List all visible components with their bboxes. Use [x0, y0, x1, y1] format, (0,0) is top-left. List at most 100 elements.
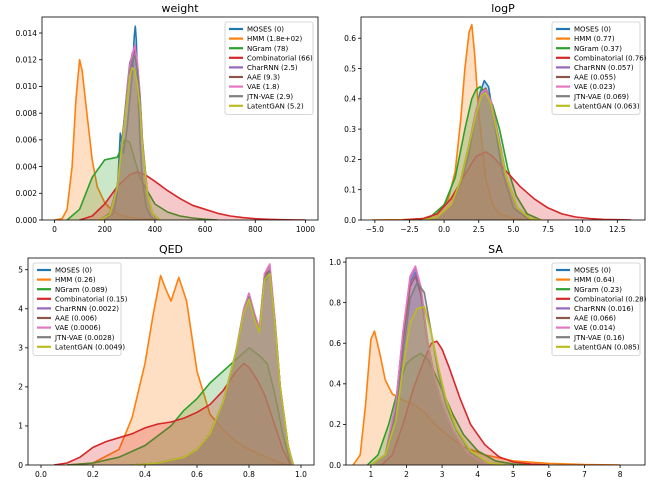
y-tick-label: 1 [18, 422, 23, 431]
area-AAE [423, 88, 542, 220]
x-tick-label: 1 [369, 470, 374, 479]
legend-entry: JTN-VAE (2.9) [246, 93, 293, 101]
x-tick-label: 0.0 [438, 225, 450, 234]
plot-area [372, 23, 632, 220]
y-tick-label: 0.4 [329, 380, 341, 389]
legend-entry: JTN-VAE (0.0028) [54, 334, 115, 342]
legend-entry: JTN-VAE (0.069) [573, 93, 629, 101]
y-tick-label: 2 [18, 383, 23, 392]
area-CharRNN [370, 268, 503, 465]
x-tick-label: 200 [98, 225, 113, 234]
legend-entry: CharRNN (0.0022) [55, 305, 119, 313]
legend-box [32, 262, 122, 356]
y-tick-label: 0.1 [344, 186, 356, 195]
y-tick-label: 0.0 [329, 461, 341, 470]
x-tick-label: 0.0 [35, 470, 47, 479]
legend-entry: MOSES (0) [247, 26, 284, 34]
y-tick-label: 0.6 [344, 34, 356, 43]
legend-entry: AAE (0.066) [574, 315, 616, 323]
line-NGram [66, 139, 218, 220]
x-tick-label: 8 [618, 470, 623, 479]
x-tick-label: 0.8 [243, 470, 255, 479]
area-CharRNN [99, 46, 160, 220]
area-CharRNN [423, 89, 542, 220]
area-VAE [423, 89, 542, 220]
y-tick-label: 0.004 [16, 162, 38, 171]
legend-entry: NGram (0.23) [574, 286, 622, 294]
plot-area [352, 265, 621, 465]
line-HMM [352, 330, 621, 465]
line-NGram [66, 346, 292, 465]
legend-box [224, 21, 314, 115]
area-LatentGAN [99, 67, 160, 220]
axes-frame [360, 16, 646, 221]
legend-entry: LatentGAN (0.063) [574, 102, 640, 110]
y-tick-label: 0.008 [16, 109, 38, 118]
legend-entry: LatentGAN (5.2) [247, 102, 304, 110]
x-tick-label: 0.6 [191, 470, 203, 479]
legend-entry: AAE (9.3) [247, 74, 280, 82]
area-MOSES [370, 272, 503, 465]
x-tick-label: 7 [582, 470, 587, 479]
legend-entry: HMM (0.64) [574, 276, 615, 284]
chart-title: weight [161, 2, 199, 15]
area-MOSES [104, 26, 158, 220]
legend: MOSES (0)HMM (0.77) NGram (0.37)Combinato… [551, 21, 647, 115]
line-Combinatorial [53, 362, 292, 465]
line-HMM [66, 274, 289, 465]
x-tick-label: 1.0 [295, 470, 307, 479]
axes-frame [27, 257, 315, 466]
legend-entry: AAE (0.006) [55, 315, 97, 323]
area-LatentGAN [423, 92, 542, 220]
legend-entry: VAE (0.014) [574, 324, 616, 332]
line-NGram [416, 85, 542, 220]
x-tick-label: −5.0 [366, 225, 384, 234]
x-tick-label: 0.4 [139, 470, 151, 479]
y-tick-label: 0.002 [16, 189, 38, 198]
y-tick-label: 0.012 [16, 56, 38, 65]
x-tick-label: 800 [248, 225, 263, 234]
area-JTN-VAE [423, 92, 542, 220]
line-JTN-VAE [370, 281, 507, 465]
line-LatentGAN [99, 67, 161, 220]
chart-panel-SA: SA 1 2 3 4 5 6 7 8 0.0 0.2 0.4 0.6 0.8 1.0 MOSES (0)HMM… [329, 243, 647, 479]
line-LatentGAN [370, 305, 507, 465]
y-tick-label: 0.4 [344, 95, 356, 104]
legend-entry: HMM (0.26) [55, 276, 96, 284]
y-tick-label: 0.2 [329, 420, 341, 429]
y-tick-label: 0 [18, 461, 23, 470]
legend-entry: CharRNN (0.057) [574, 64, 634, 72]
legend: MOSES (0)HMM (1.8e+02) NGram (78)Combinat… [224, 21, 314, 115]
y-tick-label: 0.006 [16, 136, 38, 145]
chart-panel-QED: QED 0.0 0.2 0.4 0.6 0.8 1.0 0 1 2 3 4 5 MOSES (0)HMM … [18, 243, 315, 479]
line-LatentGAN [423, 91, 542, 220]
area-JTN-VAE [370, 282, 507, 465]
area-HMM [67, 275, 288, 465]
x-tick-label: 2.5 [473, 225, 485, 234]
legend-entry: Combinatorial (0.15) [55, 295, 128, 303]
y-tick-label: 0.0 [344, 216, 356, 225]
y-tick-label: 1.0 [329, 258, 341, 267]
y-tick-label: 0.3 [344, 125, 356, 134]
legend-entry: NGram (78) [247, 45, 289, 53]
line-VAE [370, 265, 503, 465]
area-LatentGAN [370, 306, 507, 465]
legend-entry: CharRNN (2.5) [247, 64, 298, 72]
y-tick-label: 4 [18, 305, 23, 314]
area-JTN-VAE [132, 271, 294, 465]
line-Combinatorial [381, 340, 549, 465]
y-tick-label: 0.014 [16, 29, 38, 38]
legend-entry: HMM (1.8e+02) [247, 35, 303, 43]
legend-entry: VAE (1.8) [247, 83, 280, 91]
legend-entry: VAE (0.0006) [55, 324, 101, 332]
legend-entry: JTN-VAE (0.16) [573, 334, 625, 342]
legend-entry: NGram (0.089) [55, 286, 108, 294]
legend-entry: MOSES (0) [574, 26, 611, 34]
legend-entry: MOSES (0) [55, 267, 92, 275]
legend-entry: LatentGAN (0.0049) [55, 343, 125, 351]
x-tick-label: 1000 [296, 225, 315, 234]
legend-entry: VAE (0.023) [574, 83, 616, 91]
chart-panel-logP: logP −5.0 −2.5 0.0 2.5 5.0 7.5 10.0 12.5 0.0 0.1 0.… [344, 2, 647, 234]
line-NGram [366, 352, 532, 465]
